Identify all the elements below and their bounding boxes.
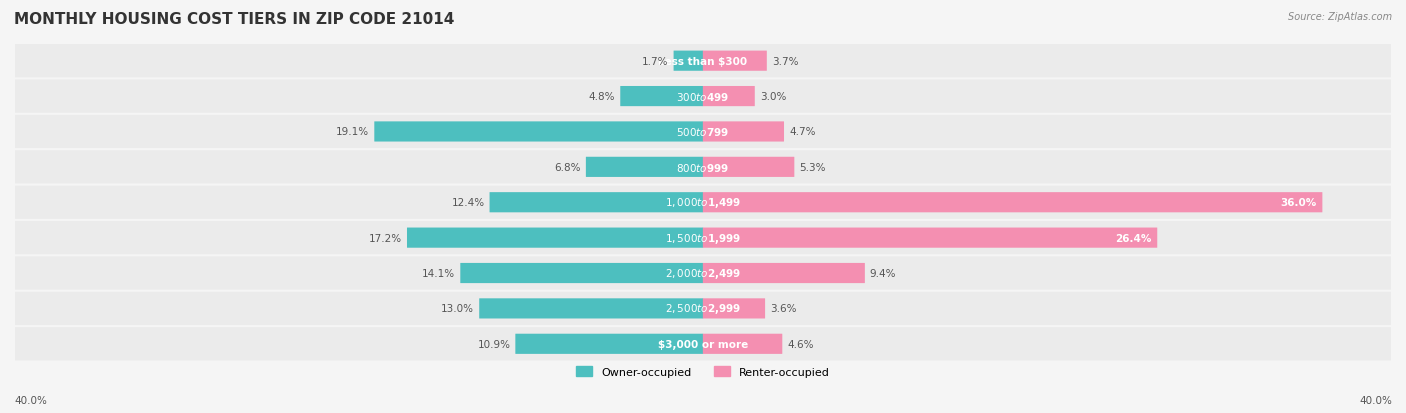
Text: 9.4%: 9.4%	[870, 268, 897, 278]
FancyBboxPatch shape	[586, 157, 703, 178]
FancyBboxPatch shape	[406, 228, 703, 248]
FancyBboxPatch shape	[620, 87, 703, 107]
Text: 12.4%: 12.4%	[451, 198, 485, 208]
Text: $1,000 to $1,499: $1,000 to $1,499	[665, 196, 741, 210]
Text: 26.4%: 26.4%	[1115, 233, 1152, 243]
FancyBboxPatch shape	[15, 292, 1391, 325]
Text: Source: ZipAtlas.com: Source: ZipAtlas.com	[1288, 12, 1392, 22]
FancyBboxPatch shape	[489, 193, 703, 213]
FancyBboxPatch shape	[15, 328, 1391, 361]
FancyBboxPatch shape	[15, 257, 1391, 290]
Text: 1.7%: 1.7%	[643, 57, 669, 66]
Text: 3.6%: 3.6%	[770, 304, 797, 313]
Text: 13.0%: 13.0%	[441, 304, 474, 313]
FancyBboxPatch shape	[703, 263, 865, 283]
FancyBboxPatch shape	[703, 299, 765, 319]
FancyBboxPatch shape	[15, 221, 1391, 255]
Text: 36.0%: 36.0%	[1281, 198, 1317, 208]
Text: 14.1%: 14.1%	[422, 268, 456, 278]
FancyBboxPatch shape	[703, 52, 766, 71]
FancyBboxPatch shape	[15, 45, 1391, 78]
FancyBboxPatch shape	[703, 157, 794, 178]
Text: MONTHLY HOUSING COST TIERS IN ZIP CODE 21014: MONTHLY HOUSING COST TIERS IN ZIP CODE 2…	[14, 12, 454, 27]
Text: 40.0%: 40.0%	[14, 395, 46, 405]
FancyBboxPatch shape	[516, 334, 703, 354]
Text: 6.8%: 6.8%	[554, 162, 581, 173]
Text: Less than $300: Less than $300	[658, 57, 748, 66]
Text: $2,500 to $2,999: $2,500 to $2,999	[665, 301, 741, 316]
Legend: Owner-occupied, Renter-occupied: Owner-occupied, Renter-occupied	[571, 362, 835, 382]
FancyBboxPatch shape	[15, 116, 1391, 149]
FancyBboxPatch shape	[15, 80, 1391, 114]
Text: $800 to $999: $800 to $999	[676, 161, 730, 173]
Text: $500 to $799: $500 to $799	[676, 126, 730, 138]
Text: $300 to $499: $300 to $499	[676, 91, 730, 103]
Text: 4.7%: 4.7%	[789, 127, 815, 137]
FancyBboxPatch shape	[15, 186, 1391, 219]
FancyBboxPatch shape	[479, 299, 703, 319]
Text: 17.2%: 17.2%	[368, 233, 402, 243]
FancyBboxPatch shape	[703, 228, 1157, 248]
Text: 40.0%: 40.0%	[1360, 395, 1392, 405]
Text: 10.9%: 10.9%	[478, 339, 510, 349]
FancyBboxPatch shape	[673, 52, 703, 71]
Text: 5.3%: 5.3%	[800, 162, 825, 173]
FancyBboxPatch shape	[460, 263, 703, 283]
FancyBboxPatch shape	[703, 334, 782, 354]
Text: $1,500 to $1,999: $1,500 to $1,999	[665, 231, 741, 245]
Text: 4.8%: 4.8%	[589, 92, 616, 102]
Text: 3.0%: 3.0%	[759, 92, 786, 102]
Text: 3.7%: 3.7%	[772, 57, 799, 66]
FancyBboxPatch shape	[15, 151, 1391, 184]
Text: 4.6%: 4.6%	[787, 339, 814, 349]
FancyBboxPatch shape	[703, 122, 785, 142]
FancyBboxPatch shape	[703, 193, 1323, 213]
FancyBboxPatch shape	[374, 122, 703, 142]
Text: 19.1%: 19.1%	[336, 127, 370, 137]
Text: $2,000 to $2,499: $2,000 to $2,499	[665, 266, 741, 280]
FancyBboxPatch shape	[703, 87, 755, 107]
Text: $3,000 or more: $3,000 or more	[658, 339, 748, 349]
